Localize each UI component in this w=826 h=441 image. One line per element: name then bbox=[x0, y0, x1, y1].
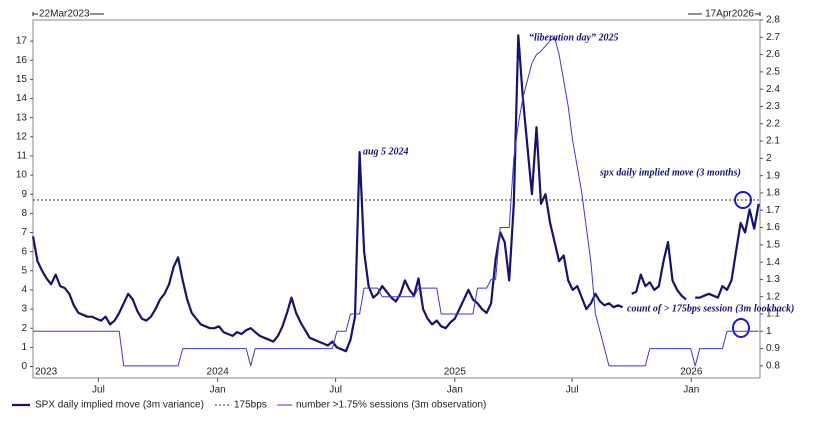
series-line bbox=[33, 36, 759, 367]
y-tick-label: 10 bbox=[16, 170, 28, 181]
y2-tick-label: 2.3 bbox=[766, 101, 780, 112]
y2-tick-label: 1.4 bbox=[766, 257, 780, 268]
y-tick-label: 6 bbox=[21, 246, 27, 257]
y2-tick-label: 2.5 bbox=[766, 67, 780, 78]
y-tick-label: 15 bbox=[16, 74, 28, 85]
y-tick-label: 16 bbox=[16, 55, 28, 66]
y-tick-label: 11 bbox=[17, 151, 28, 162]
y2-tick-label: 1.5 bbox=[766, 239, 780, 250]
x-tick-label: Jul bbox=[566, 385, 579, 396]
highlight-circle bbox=[732, 318, 750, 338]
x-tick-label: Jan bbox=[683, 385, 699, 396]
y2-tick-label: 2 bbox=[766, 153, 772, 164]
y-tick-label: 5 bbox=[21, 265, 27, 276]
y-tick-label: 7 bbox=[21, 227, 27, 238]
y2-tick-label: 1.7 bbox=[766, 205, 780, 216]
year-label: 2024 bbox=[207, 367, 230, 378]
annotation: “liberation day” 2025 bbox=[529, 32, 618, 43]
annotation: spx daily implied move (3 months) bbox=[599, 167, 741, 178]
plot-frame bbox=[32, 19, 761, 379]
x-tick-label: Jan bbox=[447, 385, 463, 396]
y2-tick-label: 1.2 bbox=[766, 291, 780, 302]
range-start: 22Mar2023 bbox=[39, 9, 90, 20]
y2-tick-label: 0.8 bbox=[766, 361, 780, 372]
y2-tick-label: 2.8 bbox=[766, 15, 780, 26]
y2-tick-label: 0.9 bbox=[766, 343, 780, 354]
y-tick-label: 4 bbox=[21, 285, 27, 296]
y2-tick-label: 2.6 bbox=[766, 49, 780, 60]
y2-tick-label: 2.4 bbox=[766, 84, 780, 95]
year-label: 2026 bbox=[680, 367, 703, 378]
y2-tick-label: 2.7 bbox=[766, 32, 780, 43]
y-tick-label: 13 bbox=[16, 112, 28, 123]
legend-label: SPX daily implied move (3m variance) bbox=[35, 400, 204, 411]
y-tick-label: 14 bbox=[16, 93, 28, 104]
legend-label: number >1.75% sessions (3m observation) bbox=[296, 400, 486, 411]
y-tick-label: 1 bbox=[21, 342, 27, 353]
x-tick-label: Jul bbox=[92, 385, 105, 396]
y-tick-label: 2 bbox=[21, 323, 27, 334]
y2-tick-label: 1.8 bbox=[766, 188, 780, 199]
series-line bbox=[31, 34, 760, 353]
y2-tick-label: 1.1 bbox=[766, 309, 780, 320]
legend-label: 175bps bbox=[234, 400, 267, 411]
y2-tick-label: 1.6 bbox=[766, 222, 780, 233]
y-tick-label: 8 bbox=[21, 208, 27, 219]
annotation: count of > 175bps session (3m lookback) bbox=[627, 303, 794, 314]
y2-tick-label: 1.3 bbox=[766, 274, 780, 285]
y-tick-label: 17 bbox=[16, 36, 28, 47]
x-tick-label: Jan bbox=[210, 385, 226, 396]
y2-tick-label: 1 bbox=[766, 326, 772, 337]
x-tick-label: Jul bbox=[329, 385, 342, 396]
y-tick-label: 12 bbox=[16, 131, 28, 142]
annotation: aug 5 2024 bbox=[363, 146, 409, 157]
y2-tick-label: 2.1 bbox=[766, 136, 780, 147]
y-tick-label: 3 bbox=[21, 304, 27, 315]
y2-tick-label: 2.2 bbox=[766, 118, 780, 129]
y-tick-label: 9 bbox=[21, 189, 27, 200]
y2-tick-label: 1.9 bbox=[766, 170, 780, 181]
year-label: 2025 bbox=[444, 367, 467, 378]
y-tick-label: 0 bbox=[21, 361, 27, 372]
range-end: 17Apr2026 bbox=[705, 9, 754, 20]
year-label: 2023 bbox=[35, 367, 58, 378]
